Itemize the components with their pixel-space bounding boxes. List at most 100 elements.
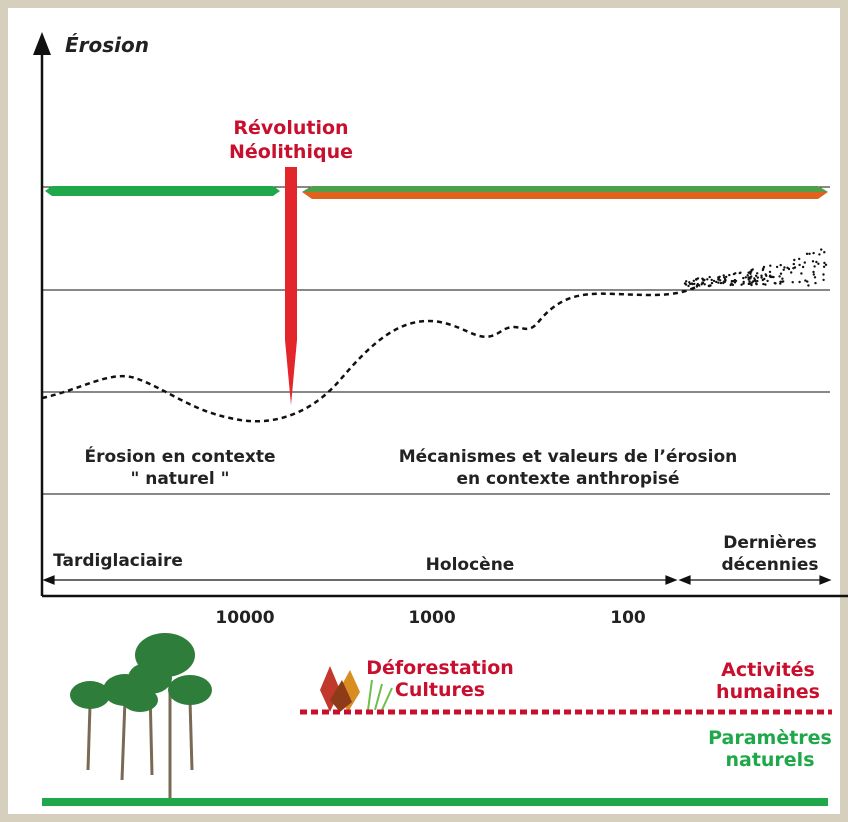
scatter-dot [703, 279, 705, 281]
scatter-dot [800, 272, 802, 274]
scatter-dot [684, 282, 686, 284]
scatter-dot [780, 264, 782, 266]
scatter-dot [745, 276, 747, 278]
scatter-dot [807, 284, 809, 286]
scatter-dot [750, 275, 752, 277]
scatter-dot [779, 281, 781, 283]
scatter-dot [788, 268, 790, 270]
scatter-dot [740, 284, 742, 286]
scatter-dot [748, 283, 750, 285]
scatter-dot [813, 265, 815, 267]
scatter-dot [755, 275, 757, 277]
scatter-dot [742, 277, 744, 279]
scatter-dot [711, 279, 713, 281]
period-label: Tardiglaciaire [53, 551, 183, 571]
scatter-dot [817, 263, 819, 265]
scatter-dot [814, 276, 816, 278]
period-label: Dernières [723, 533, 817, 553]
scatter-dot [715, 281, 717, 283]
scatter-dot [790, 271, 792, 273]
period-label: Holocène [426, 555, 515, 575]
scatter-dot [793, 259, 795, 261]
scatter-dot [749, 271, 751, 273]
scatter-dot [687, 285, 689, 287]
scatter-dot [798, 258, 800, 260]
scatter-dot [763, 266, 765, 268]
scatter-dot [732, 280, 734, 282]
scatter-dot [747, 274, 749, 276]
scatter-dot [822, 279, 824, 281]
scatter-dot [757, 276, 759, 278]
scatter-dot [804, 261, 806, 263]
scatter-dot [766, 280, 768, 282]
scatter-dot [719, 279, 721, 281]
scatter-dot [734, 272, 736, 274]
scatter-dot [743, 281, 745, 283]
scatter-dot [702, 282, 704, 284]
scatter-dot [818, 253, 820, 255]
scatter-dot [762, 279, 764, 281]
scatter-dot [728, 274, 730, 276]
scatter-dot [709, 276, 711, 278]
scatter-dot [695, 278, 697, 280]
scatter-dot [776, 266, 778, 268]
human-label: humaines [716, 681, 820, 703]
scatter-dot [813, 273, 815, 275]
scatter-dot [739, 272, 741, 274]
natural-label: naturels [725, 749, 814, 771]
scatter-dot [723, 274, 725, 276]
scatter-dot [783, 266, 785, 268]
activity-label: Déforestation [366, 657, 514, 679]
scatter-dot [793, 263, 795, 265]
scatter-dot [822, 273, 824, 275]
scatter-dot [724, 278, 726, 280]
scatter-dot [748, 278, 750, 280]
natural-band [45, 186, 280, 196]
scatter-dot [730, 282, 732, 284]
scatter-dot [792, 267, 794, 269]
scatter-dot [769, 265, 771, 267]
scatter-dot [772, 276, 774, 278]
scatter-dot [693, 280, 695, 282]
scatter-dot [798, 264, 800, 266]
diagram: Érosion Révolution Néolithique Érosion e… [0, 0, 848, 822]
scatter-dot [778, 275, 780, 277]
scatter-dot [752, 268, 754, 270]
scatter-dot [774, 282, 776, 284]
scatter-dot [804, 279, 806, 281]
scatter-dot [765, 273, 767, 275]
scatter-dot [812, 252, 814, 254]
scatter-dot [717, 282, 719, 284]
human-label: Activités [721, 659, 815, 681]
zone-label: Érosion en contexte [84, 445, 275, 467]
scatter-dot [823, 266, 825, 268]
scatter-dot [697, 283, 699, 285]
activity-label: Cultures [395, 679, 485, 701]
scatter-dot [798, 281, 800, 283]
period-label: décennies [722, 555, 819, 575]
scatter-dot [756, 272, 758, 274]
scatter-dot [769, 271, 771, 273]
scatter-dot [691, 283, 693, 285]
event-label: Révolution [233, 117, 348, 139]
scatter-dot [812, 260, 814, 262]
scatter-dot [808, 253, 810, 255]
event-label: Néolithique [229, 141, 353, 163]
zone-label: en contexte anthropisé [456, 469, 679, 489]
scatter-dot [812, 271, 814, 273]
scatter-dot [685, 280, 687, 282]
scatter-dot [750, 284, 752, 286]
natural-label: Paramètres [708, 727, 832, 749]
scatter-dot [762, 283, 764, 285]
scatter-dot [815, 261, 817, 263]
zone-label: " naturel " [130, 469, 229, 489]
scatter-dot [713, 280, 715, 282]
scatter-dot [720, 282, 722, 284]
x-tick-label: 1000 [408, 608, 455, 628]
scatter-dot [780, 273, 782, 275]
scatter-dot [724, 281, 726, 283]
scatter-dot [814, 282, 816, 284]
scatter-dot [748, 280, 750, 282]
scatter-dot [782, 280, 784, 282]
scatter-dot [764, 283, 766, 285]
